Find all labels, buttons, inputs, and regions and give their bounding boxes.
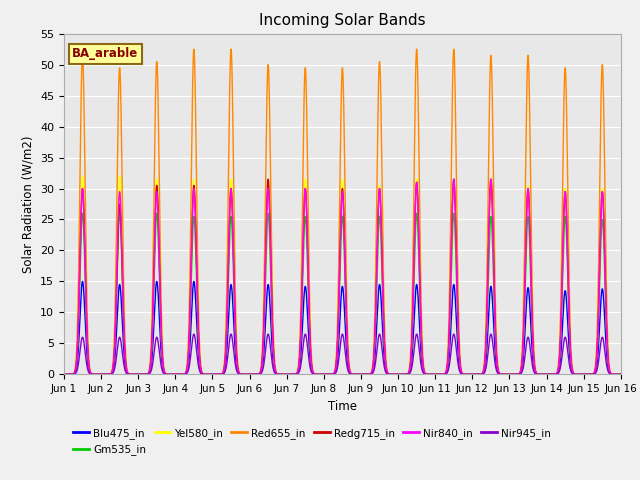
Nir840_in	[450, 176, 458, 182]
Nir840_in	[436, 372, 444, 377]
Gm535_in	[499, 372, 507, 377]
Nir840_in	[322, 372, 330, 377]
Yel580_in	[60, 372, 68, 377]
Line: Redg715_in: Redg715_in	[64, 179, 621, 374]
Gm535_in	[322, 372, 330, 377]
Gm535_in	[161, 369, 168, 374]
Y-axis label: Solar Radiation (W/m2): Solar Radiation (W/m2)	[22, 135, 35, 273]
Gm535_in	[616, 372, 624, 377]
Gm535_in	[467, 372, 475, 377]
Blu475_in	[436, 372, 444, 377]
Redg715_in	[616, 372, 624, 377]
Redg715_in	[467, 372, 475, 377]
Red655_in	[322, 372, 330, 377]
X-axis label: Time: Time	[328, 400, 357, 413]
Nir840_in	[467, 372, 475, 377]
Red655_in	[60, 372, 68, 377]
Redg715_in	[617, 372, 625, 377]
Yel580_in	[467, 372, 475, 377]
Yel580_in	[616, 372, 624, 377]
Redg715_in	[436, 372, 444, 377]
Nir840_in	[160, 368, 168, 374]
Line: Nir840_in: Nir840_in	[64, 179, 621, 374]
Text: BA_arable: BA_arable	[72, 48, 139, 60]
Blu475_in	[616, 372, 624, 377]
Gm535_in	[79, 210, 86, 216]
Nir840_in	[616, 372, 624, 377]
Red655_in	[616, 372, 624, 377]
Line: Nir945_in: Nir945_in	[64, 334, 621, 374]
Redg715_in	[322, 372, 330, 377]
Nir840_in	[499, 372, 507, 377]
Redg715_in	[499, 372, 507, 377]
Redg715_in	[264, 176, 272, 182]
Blu475_in	[499, 372, 507, 377]
Nir945_in	[467, 372, 475, 377]
Gm535_in	[436, 372, 444, 377]
Blu475_in	[161, 370, 168, 376]
Blu475_in	[322, 372, 330, 377]
Gm535_in	[60, 372, 68, 377]
Yel580_in	[79, 173, 86, 179]
Nir945_in	[60, 372, 68, 377]
Nir945_in	[617, 372, 625, 377]
Line: Blu475_in: Blu475_in	[64, 281, 621, 374]
Blu475_in	[467, 372, 475, 377]
Yel580_in	[322, 372, 330, 377]
Yel580_in	[617, 372, 625, 377]
Nir945_in	[436, 372, 444, 377]
Yel580_in	[161, 368, 168, 374]
Redg715_in	[160, 368, 168, 373]
Line: Red655_in: Red655_in	[64, 49, 621, 374]
Title: Incoming Solar Bands: Incoming Solar Bands	[259, 13, 426, 28]
Line: Yel580_in: Yel580_in	[64, 176, 621, 374]
Red655_in	[436, 372, 444, 377]
Blu475_in	[60, 372, 68, 377]
Blu475_in	[79, 278, 86, 284]
Redg715_in	[60, 372, 68, 377]
Yel580_in	[436, 372, 444, 377]
Legend: Blu475_in, Gm535_in, Yel580_in, Red655_in, Redg715_in, Nir840_in, Nir945_in: Blu475_in, Gm535_in, Yel580_in, Red655_i…	[69, 424, 555, 459]
Nir945_in	[322, 372, 330, 377]
Nir945_in	[160, 371, 168, 377]
Red655_in	[617, 372, 625, 377]
Red655_in	[190, 46, 198, 52]
Blu475_in	[617, 372, 625, 377]
Red655_in	[467, 372, 475, 377]
Line: Gm535_in: Gm535_in	[64, 213, 621, 374]
Nir840_in	[60, 372, 68, 377]
Red655_in	[160, 366, 168, 372]
Red655_in	[499, 372, 507, 377]
Nir945_in	[616, 372, 624, 377]
Nir945_in	[190, 331, 198, 337]
Yel580_in	[499, 372, 507, 377]
Gm535_in	[617, 372, 625, 377]
Nir840_in	[617, 372, 625, 377]
Nir945_in	[499, 372, 507, 377]
